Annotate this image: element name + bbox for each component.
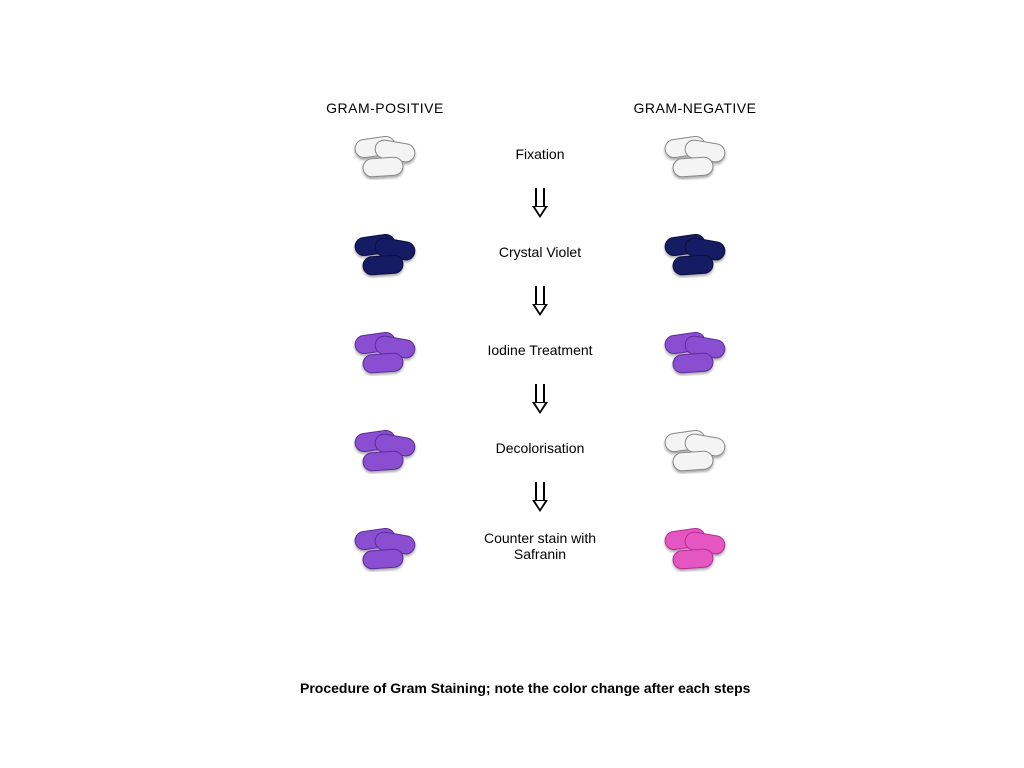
flow-arrow: [310, 482, 770, 512]
step-row: Fixation: [310, 124, 770, 184]
step-label: Decolorisation: [460, 440, 620, 456]
gram-positive-cells: [310, 422, 460, 474]
bacteria-icon: [659, 520, 731, 572]
flow-arrow: [310, 286, 770, 316]
gram-positive-cells: [310, 324, 460, 376]
header-gram-negative: GRAM-NEGATIVE: [620, 100, 770, 116]
bacteria-icon: [659, 422, 731, 474]
header-gram-positive: GRAM-POSITIVE: [310, 100, 460, 116]
step-label: Fixation: [460, 146, 620, 162]
gram-negative-cells: [620, 422, 770, 474]
bacteria-icon: [349, 422, 421, 474]
bacteria-icon: [659, 128, 731, 180]
figure-caption: Procedure of Gram Staining; note the col…: [300, 680, 750, 696]
gram-negative-cells: [620, 520, 770, 572]
step-rows: Fixation Crystal Violet: [310, 124, 770, 576]
bacteria-icon: [349, 520, 421, 572]
bacteria-icon: [349, 324, 421, 376]
gram-negative-cells: [620, 128, 770, 180]
step-row: Decolorisation: [310, 418, 770, 478]
step-label: Crystal Violet: [460, 244, 620, 260]
step-label: Counter stain with Safranin: [460, 530, 620, 562]
step-row: Crystal Violet: [310, 222, 770, 282]
bacteria-icon: [659, 226, 731, 278]
step-label: Iodine Treatment: [460, 342, 620, 358]
flow-arrow: [310, 188, 770, 218]
bacteria-icon: [349, 226, 421, 278]
column-headers: GRAM-POSITIVE GRAM-NEGATIVE: [310, 100, 770, 116]
gram-negative-cells: [620, 324, 770, 376]
gram-negative-cells: [620, 226, 770, 278]
gram-positive-cells: [310, 226, 460, 278]
gram-positive-cells: [310, 520, 460, 572]
flow-arrow: [310, 384, 770, 414]
gram-positive-cells: [310, 128, 460, 180]
bacteria-icon: [659, 324, 731, 376]
step-row: Counter stain with Safranin: [310, 516, 770, 576]
gram-stain-diagram: GRAM-POSITIVE GRAM-NEGATIVE Fixation: [310, 100, 770, 582]
bacteria-icon: [349, 128, 421, 180]
step-row: Iodine Treatment: [310, 320, 770, 380]
